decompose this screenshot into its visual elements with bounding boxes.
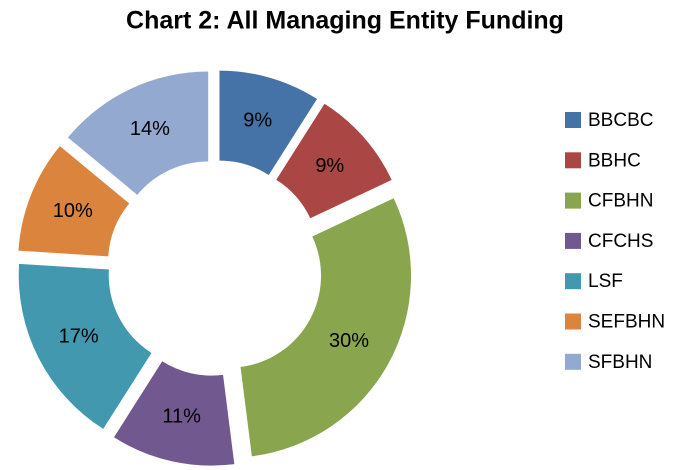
legend-swatch xyxy=(565,152,581,169)
legend-label: BBHC xyxy=(588,150,641,171)
donut-segment xyxy=(113,361,235,466)
donut-segment xyxy=(18,263,152,429)
legend-label: CFCHS xyxy=(588,231,653,252)
legend-label: CFBHN xyxy=(588,191,653,212)
data-label: 11% xyxy=(162,406,201,428)
donut-segment xyxy=(67,71,209,195)
chart-title: Chart 2: All Managing Entity Funding xyxy=(126,7,564,35)
donut-segment xyxy=(240,198,412,457)
legend-label: SFBHN xyxy=(588,352,652,373)
data-label: 9% xyxy=(315,155,344,177)
donut-segment xyxy=(18,146,130,257)
legend-swatch xyxy=(565,192,581,209)
legend-label: SEFBHN xyxy=(588,312,665,333)
data-label: 14% xyxy=(130,118,170,140)
legend-swatch xyxy=(565,313,581,330)
data-label: 10% xyxy=(53,200,93,222)
data-label: 9% xyxy=(243,109,272,131)
data-label: 17% xyxy=(59,326,99,348)
legend-swatch xyxy=(565,353,581,370)
legend-label: LSF xyxy=(588,271,623,292)
data-label: 30% xyxy=(329,330,369,352)
legend-label: BBCBC xyxy=(588,110,653,131)
donut-segment xyxy=(276,103,392,219)
legend-swatch xyxy=(565,273,581,290)
donut-segment xyxy=(219,70,317,175)
legend-swatch xyxy=(565,112,581,128)
legend-swatch xyxy=(565,232,581,249)
